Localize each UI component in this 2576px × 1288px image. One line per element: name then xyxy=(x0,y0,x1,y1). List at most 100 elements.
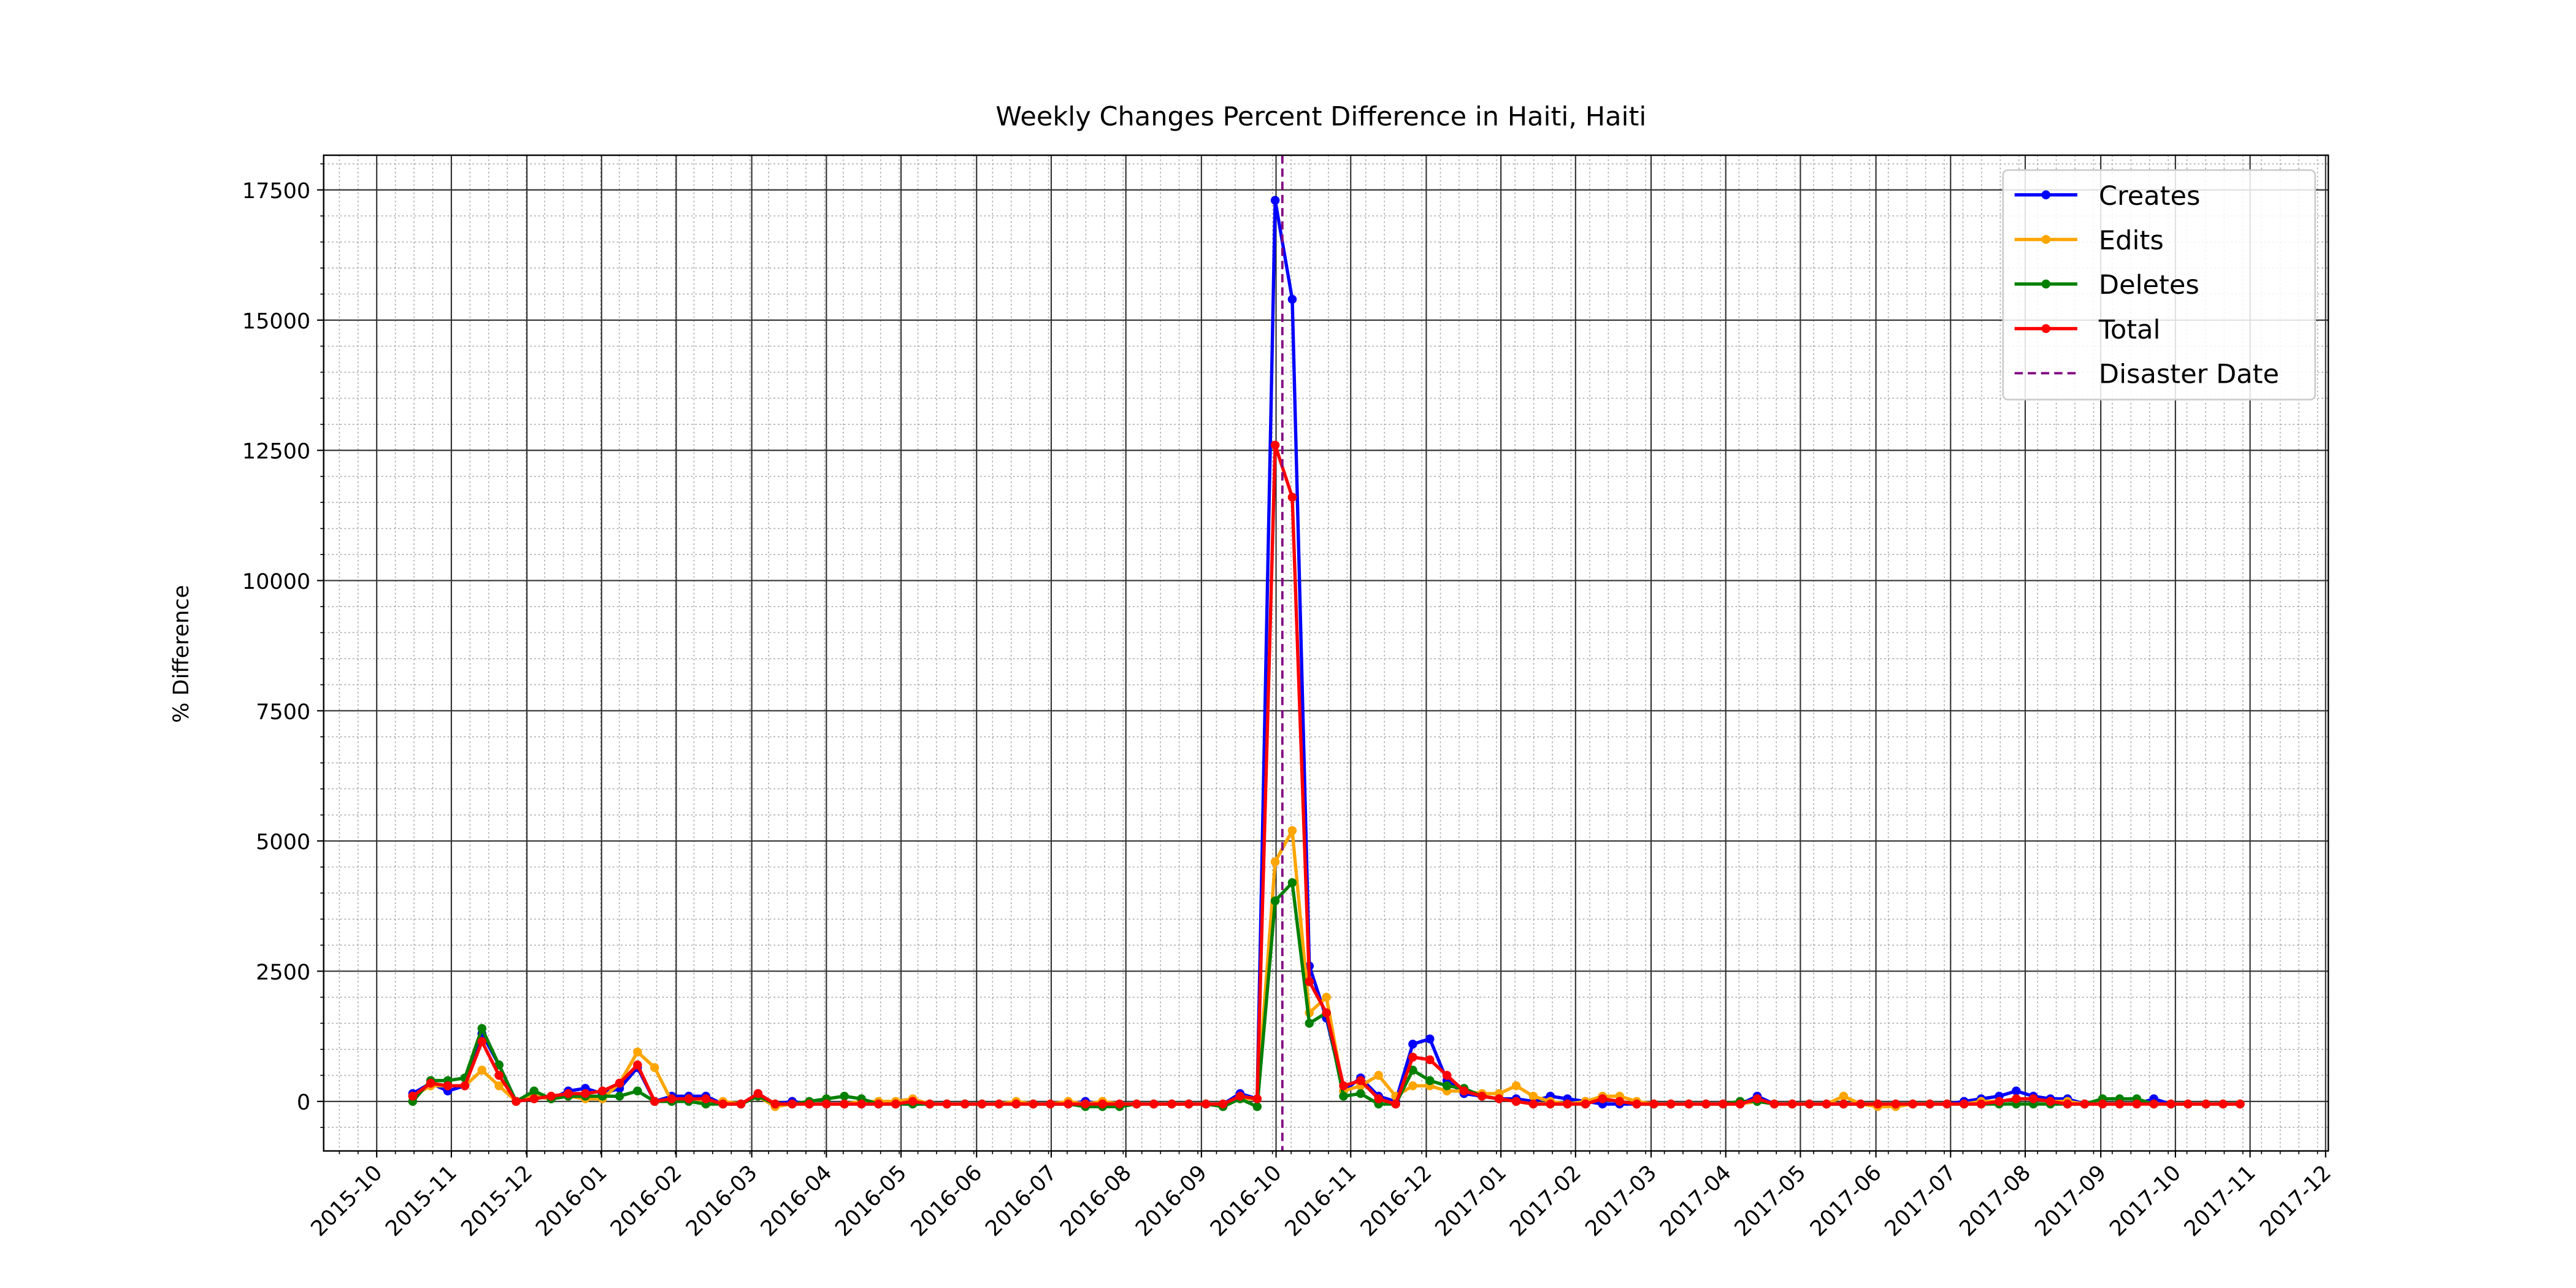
data-point xyxy=(805,1099,814,1109)
data-point xyxy=(2218,1099,2228,1109)
data-point xyxy=(1339,1092,1348,1101)
data-point xyxy=(2012,1094,2021,1103)
data-point xyxy=(529,1086,539,1096)
data-point xyxy=(1511,1097,1521,1106)
data-point xyxy=(822,1099,831,1109)
data-point xyxy=(443,1081,453,1091)
plot-area xyxy=(408,155,2245,1151)
x-tick-label: 2016-10 xyxy=(1206,1160,1287,1241)
data-point xyxy=(1287,294,1297,304)
data-point xyxy=(1478,1092,1487,1101)
data-point xyxy=(460,1081,470,1091)
data-point xyxy=(1029,1099,1038,1109)
data-point xyxy=(1528,1092,1538,1101)
x-tick-label: 2017-09 xyxy=(2031,1160,2112,1241)
data-point xyxy=(1184,1099,1194,1109)
data-point xyxy=(512,1097,521,1106)
x-tick-label: 2016-02 xyxy=(606,1160,687,1241)
y-tick-label: 17500 xyxy=(242,179,310,204)
data-point xyxy=(2080,1099,2090,1109)
data-point xyxy=(1442,1081,1452,1091)
data-point xyxy=(1735,1099,1745,1109)
legend-label: Total xyxy=(2098,315,2161,345)
data-point xyxy=(1839,1099,1849,1109)
x-tick-label: 2017-05 xyxy=(1730,1160,1811,1241)
data-point xyxy=(650,1063,659,1072)
x-tick-label: 2016-06 xyxy=(907,1160,987,1241)
data-point xyxy=(477,1065,487,1075)
data-point xyxy=(1270,857,1280,867)
x-tick-label: 2017-10 xyxy=(2105,1160,2186,1241)
y-tick-label: 5000 xyxy=(256,830,310,855)
data-point xyxy=(2098,1099,2107,1109)
data-point xyxy=(1115,1099,1124,1109)
data-point xyxy=(667,1094,677,1103)
data-point xyxy=(564,1089,573,1098)
x-tick-label: 2016-04 xyxy=(756,1160,837,1241)
data-point xyxy=(770,1099,780,1109)
data-point xyxy=(1632,1099,1641,1109)
data-point xyxy=(426,1078,435,1088)
data-point xyxy=(529,1094,539,1103)
data-point xyxy=(1322,1008,1331,1018)
data-point xyxy=(1374,1071,1383,1080)
data-point xyxy=(1615,1097,1624,1106)
chart-title: Weekly Changes Percent Difference in Hai… xyxy=(995,102,1646,132)
data-point xyxy=(477,1037,487,1046)
x-tick-label: 2015-10 xyxy=(307,1160,388,1241)
axes-frame xyxy=(323,154,2329,1152)
data-point xyxy=(597,1086,607,1096)
x-tick-label: 2016-03 xyxy=(681,1160,762,1241)
data-point xyxy=(1305,977,1314,986)
data-point xyxy=(2236,1099,2245,1109)
data-point xyxy=(546,1092,556,1101)
data-point xyxy=(1425,1076,1435,1086)
data-point xyxy=(1081,1099,1090,1109)
data-point xyxy=(1701,1099,1711,1109)
legend-marker xyxy=(2041,324,2051,334)
data-point xyxy=(1839,1092,1849,1101)
data-point xyxy=(1752,1094,1762,1103)
data-point xyxy=(736,1099,746,1109)
data-point xyxy=(1287,878,1297,887)
legend-marker xyxy=(2041,190,2051,199)
y-tick-label: 15000 xyxy=(242,309,310,334)
data-point xyxy=(1287,826,1297,835)
data-point xyxy=(633,1086,642,1096)
data-point xyxy=(1598,1094,1608,1103)
x-tick-label: 2015-12 xyxy=(457,1160,538,1241)
data-point xyxy=(891,1099,900,1109)
data-point xyxy=(1960,1099,1969,1109)
x-tick-label: 2016-05 xyxy=(831,1160,912,1241)
data-point xyxy=(1511,1081,1521,1091)
data-point xyxy=(1873,1099,1882,1109)
data-point xyxy=(633,1060,642,1070)
x-tick-label: 2017-11 xyxy=(2180,1160,2261,1241)
data-point xyxy=(960,1099,970,1109)
legend-marker xyxy=(2041,235,2051,244)
data-point xyxy=(477,1024,487,1033)
data-point xyxy=(1528,1099,1538,1109)
x-tick-label: 2017-07 xyxy=(1880,1160,1961,1241)
data-point xyxy=(2132,1099,2142,1109)
data-point xyxy=(1891,1099,1901,1109)
data-point xyxy=(1098,1099,1107,1109)
data-point xyxy=(1270,440,1280,450)
data-point xyxy=(1356,1076,1365,1086)
data-point xyxy=(494,1060,504,1070)
data-point xyxy=(1149,1099,1159,1109)
x-tick-label: 2016-11 xyxy=(1281,1160,1362,1241)
data-point xyxy=(1908,1099,1917,1109)
data-point xyxy=(1995,1097,2004,1106)
x-tick-label: 2017-02 xyxy=(1505,1160,1586,1241)
data-point xyxy=(1822,1099,1831,1109)
data-point xyxy=(788,1099,797,1109)
data-point xyxy=(2149,1099,2158,1109)
data-point xyxy=(1252,1102,1262,1111)
data-point xyxy=(1666,1099,1676,1109)
data-point xyxy=(753,1089,763,1098)
x-tick-label: 2016-09 xyxy=(1131,1160,1212,1241)
y-tick-label: 12500 xyxy=(242,440,310,464)
